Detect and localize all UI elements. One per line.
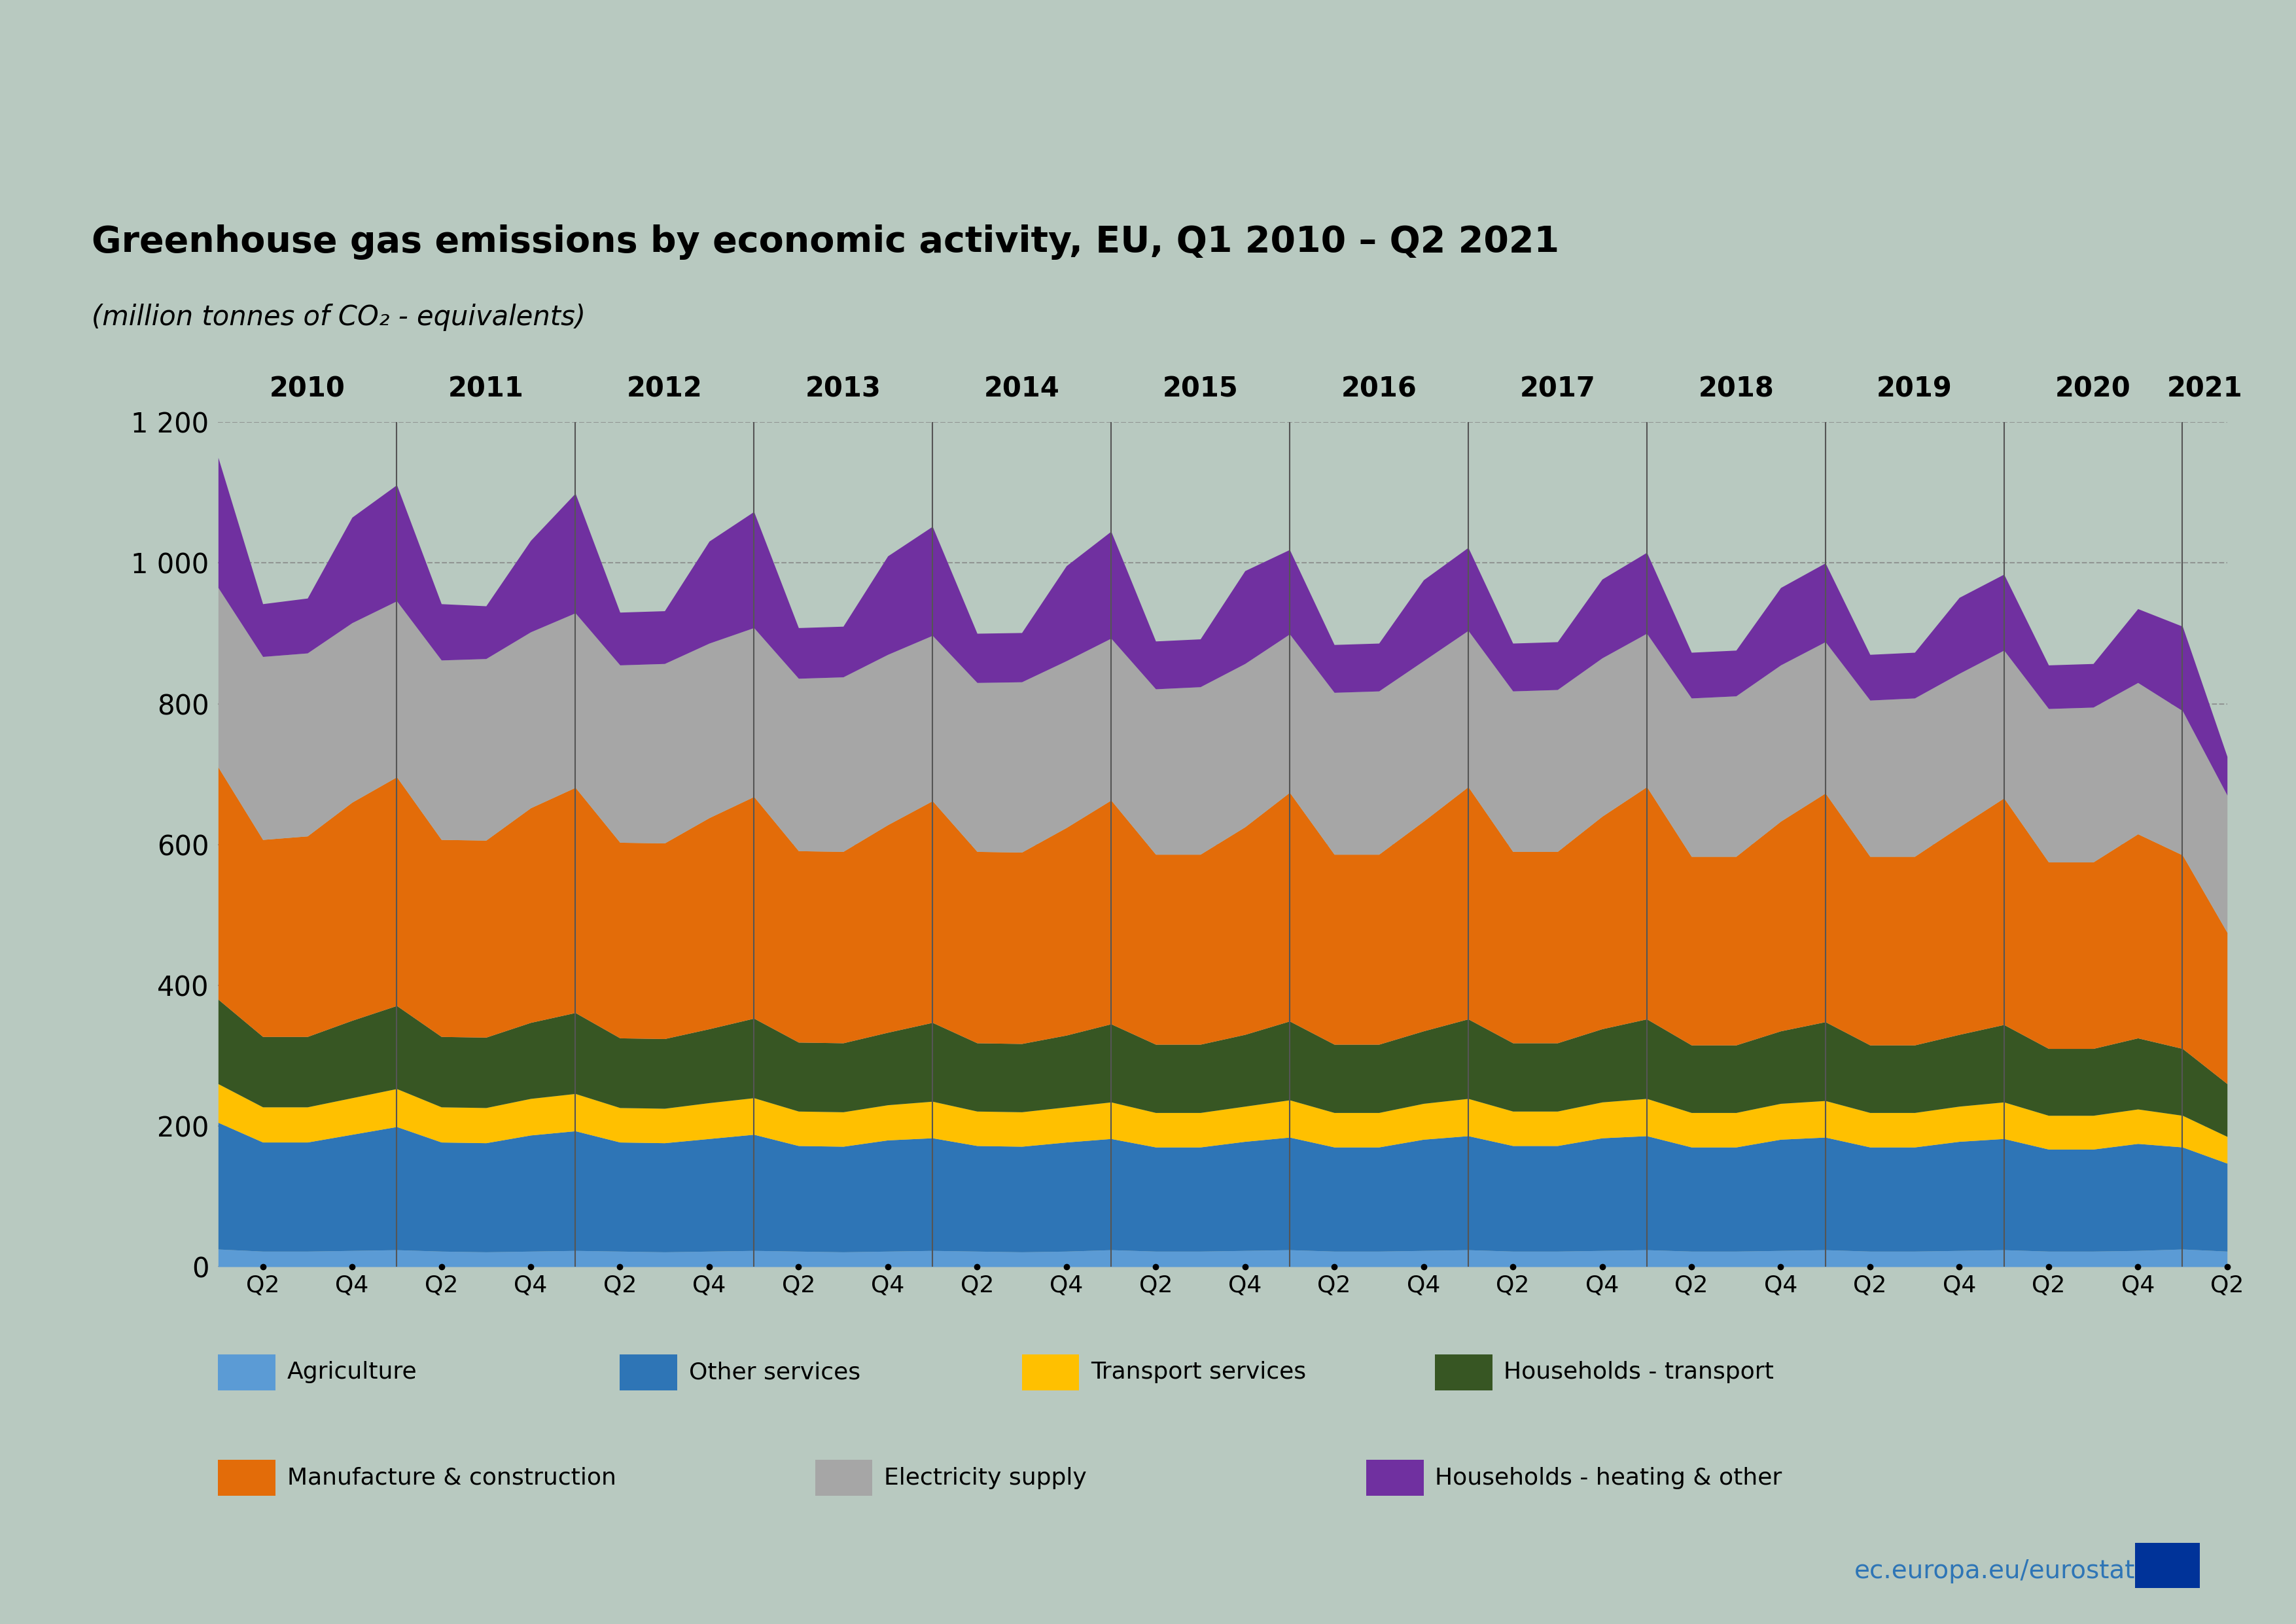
Text: 2017: 2017 — [1520, 375, 1596, 403]
Text: Electricity supply: Electricity supply — [884, 1466, 1086, 1489]
Text: Households - heating & other: Households - heating & other — [1435, 1466, 1782, 1489]
Text: 2019: 2019 — [1876, 375, 1952, 403]
Text: Other services: Other services — [689, 1361, 861, 1384]
Text: (million tonnes of CO₂ - equivalents): (million tonnes of CO₂ - equivalents) — [92, 304, 585, 331]
Text: 2010: 2010 — [269, 375, 344, 403]
Text: 2015: 2015 — [1162, 375, 1238, 403]
Text: Manufacture & construction: Manufacture & construction — [287, 1466, 615, 1489]
Text: 2014: 2014 — [985, 375, 1058, 403]
Text: 2018: 2018 — [1699, 375, 1775, 403]
Text: 2011: 2011 — [448, 375, 523, 403]
Text: 2020: 2020 — [2055, 375, 2131, 403]
Text: Agriculture: Agriculture — [287, 1361, 418, 1384]
Text: 2013: 2013 — [806, 375, 882, 403]
Text: 2016: 2016 — [1341, 375, 1417, 403]
Text: Households - transport: Households - transport — [1504, 1361, 1775, 1384]
Text: Greenhouse gas emissions by economic activity, EU, Q1 2010 – Q2 2021: Greenhouse gas emissions by economic act… — [92, 224, 1559, 260]
Text: ec.europa.eu/eurostat: ec.europa.eu/eurostat — [1855, 1559, 2135, 1583]
Text: 2021: 2021 — [2167, 375, 2243, 403]
Text: ★: ★ — [2163, 1561, 2172, 1570]
Text: 2012: 2012 — [627, 375, 703, 403]
Text: Transport services: Transport services — [1091, 1361, 1306, 1384]
